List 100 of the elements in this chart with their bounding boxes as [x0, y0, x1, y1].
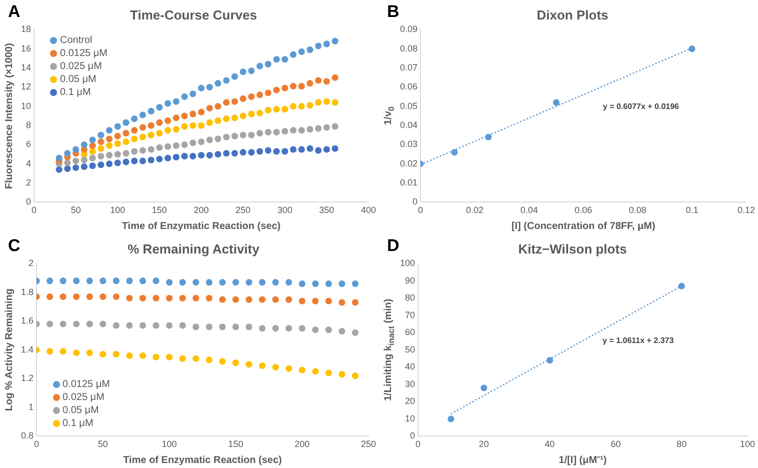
y-tick-label: 0.8	[20, 430, 34, 441]
point	[273, 128, 280, 136]
point	[190, 139, 196, 146]
point	[219, 324, 226, 330]
point	[332, 145, 338, 152]
point	[298, 48, 305, 55]
x-tick-label: 0.08	[628, 205, 646, 216]
point	[312, 280, 319, 288]
point	[206, 324, 212, 330]
y-tick-label: 14	[20, 62, 32, 72]
point	[240, 149, 246, 156]
y-tick-label: 50	[405, 344, 416, 354]
point	[223, 77, 230, 84]
point	[546, 356, 554, 364]
y-tick-label: 16	[20, 43, 32, 54]
annotation: y = 1.0611x + 2.373	[602, 336, 674, 346]
x-tick-label: 50	[70, 205, 81, 216]
point	[232, 324, 239, 330]
point	[56, 166, 62, 173]
point	[688, 45, 696, 52]
point	[126, 294, 133, 302]
point	[286, 279, 292, 286]
point	[166, 354, 173, 360]
point	[282, 84, 288, 92]
point	[258, 279, 266, 286]
y-tick-label: 0.05	[400, 100, 418, 111]
point	[156, 119, 163, 126]
legend-label: 0.0125 μM	[62, 379, 110, 390]
point	[256, 130, 264, 136]
point	[214, 117, 222, 124]
point	[286, 296, 292, 303]
point	[231, 150, 238, 157]
x-tick-label: 50	[98, 439, 108, 450]
point	[192, 324, 200, 330]
y-tick-label: 0.08	[400, 43, 418, 54]
point	[240, 132, 246, 138]
point	[282, 128, 288, 135]
x-tick-label: 100	[162, 439, 177, 450]
y-tick-label: 10	[20, 100, 32, 111]
point	[290, 51, 297, 58]
point	[152, 354, 160, 360]
point	[323, 98, 330, 105]
point	[164, 126, 172, 134]
y-tick-label: 0.03	[400, 139, 418, 150]
point	[148, 156, 154, 164]
point	[131, 136, 138, 142]
point	[323, 146, 330, 153]
point	[100, 320, 106, 328]
point	[352, 329, 359, 336]
point	[206, 119, 213, 126]
point	[248, 93, 255, 100]
point	[298, 103, 305, 110]
point	[60, 320, 66, 328]
y-tick-label: 90	[405, 275, 416, 286]
y-tick-label: 1.8	[20, 286, 34, 297]
point	[312, 298, 319, 304]
point	[264, 60, 272, 68]
y-tick-label: 0.04	[400, 120, 418, 130]
point	[206, 84, 213, 90]
point	[60, 293, 66, 300]
point	[678, 282, 685, 290]
point	[206, 294, 212, 302]
point	[198, 122, 205, 129]
point	[86, 278, 93, 284]
point	[64, 165, 71, 172]
point	[312, 368, 319, 375]
point	[323, 40, 330, 48]
point	[139, 352, 146, 359]
point	[164, 143, 172, 150]
point	[114, 123, 121, 130]
point	[306, 102, 314, 109]
point	[248, 110, 255, 118]
x-tick-label: 200	[294, 439, 310, 450]
point	[332, 38, 338, 44]
point	[256, 92, 264, 98]
point	[258, 362, 266, 370]
y-tick-label: 0	[412, 196, 418, 207]
point	[264, 128, 272, 136]
x-tick-label: 250	[360, 439, 376, 450]
y-tick-label: 1.2	[20, 373, 34, 384]
y-tick-label: 0	[410, 430, 416, 441]
legend-label: 0.05 μM	[62, 405, 99, 416]
point	[181, 152, 188, 160]
point	[72, 158, 80, 164]
point	[214, 80, 222, 87]
point	[338, 280, 346, 288]
point	[46, 278, 54, 284]
point	[198, 152, 205, 159]
point	[206, 279, 212, 286]
point	[139, 124, 146, 131]
point	[100, 350, 106, 358]
point	[192, 279, 200, 286]
point	[60, 348, 66, 355]
point	[231, 132, 238, 140]
y-tick-label: 100	[400, 258, 416, 268]
point	[273, 56, 280, 63]
point	[332, 74, 338, 81]
point	[223, 99, 230, 106]
y-axis-title: Log % Activity Remaining	[4, 288, 15, 411]
point	[298, 126, 305, 134]
